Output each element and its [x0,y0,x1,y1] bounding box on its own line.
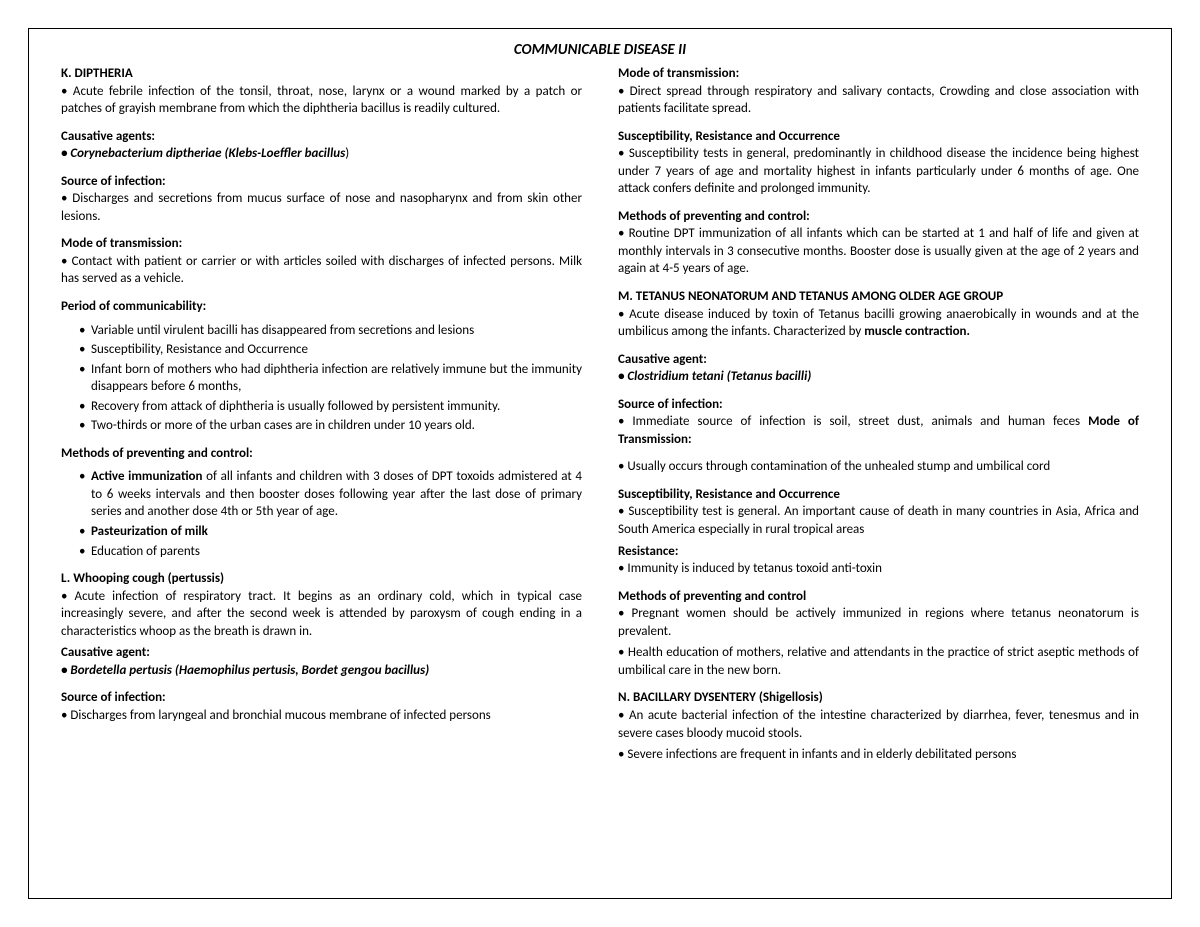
text-m-sro: • Susceptibility test is general. An imp… [618,503,1139,538]
heading-l-source: Source of infection: [61,689,582,707]
heading-l: L. Whooping cough (pertussis) [61,570,582,588]
heading-k-source: Source of infection: [61,173,582,191]
text-m-trans: • Usually occurs through contamination o… [618,458,1139,476]
text-n-desc1: • An acute bacterial infection of the in… [618,707,1139,742]
left-column: K. DIPTHERIA • Acute febrile infection o… [61,65,582,880]
document-page: COMMUNICABLE DISEASE II K. DIPTHERIA • A… [28,28,1172,899]
text-m-prev2: • Health education of mothers, relative … [618,644,1139,679]
list-k-prevent: •Active immunization of all infants and … [61,468,582,560]
list-item: •Two-thirds or more of the urban cases a… [79,417,582,435]
heading-k-mode: Mode of transmission: [61,235,582,253]
text-k-causative-close: ) [345,146,349,161]
text-active-immunization: Active immunization [91,469,203,484]
heading-k-prevent: Methods of preventing and control: [61,445,582,463]
right-column: Mode of transmission: • Direct spread th… [618,65,1139,880]
text-k-source: • Discharges and secretions from mucus s… [61,190,582,225]
list-k-period: •Variable until virulent bacilli has dis… [61,322,582,435]
heading-m-source: Source of infection: [618,396,1139,414]
list-item: •Infant born of mothers who had diphther… [79,361,582,396]
text-m-src-a: • Immediate source of infection is soil,… [618,414,1088,429]
text-l-causative: • Bordetella pertusis (Haemophilus pertu… [61,662,582,680]
heading-k: K. DIPTHERIA [61,65,582,83]
text-l-source: • Discharges from laryngeal and bronchia… [61,707,582,725]
page-title: COMMUNICABLE DISEASE II [61,41,1139,59]
list-item: •Susceptibility, Resistance and Occurren… [79,341,582,359]
text-k-mode: • Contact with patient or carrier or wit… [61,253,582,288]
list-item: •Recovery from attack of diphtheria is u… [79,398,582,416]
text-l-desc: • Acute infection of respiratory tract. … [61,588,582,641]
heading-sro: Susceptibility, Resistance and Occurrenc… [618,128,1139,146]
text-m-resistance: • Immunity is induced by tetanus toxoid … [618,560,1139,578]
heading-n: N. BACILLARY DYSENTERY (Shigellosis) [618,689,1139,707]
text-k-desc: • Acute febrile infection of the tonsil,… [61,83,582,118]
text-k-causative-agent: • Corynebacterium diptheriae (Klebs-Loef… [61,146,345,161]
list-item: •Pasteurization of milk [79,523,582,541]
text-k-causative: • Corynebacterium diptheriae (Klebs-Loef… [61,145,582,163]
heading-m: M. TETANUS NEONATORUM AND TETANUS AMONG … [618,288,1139,306]
text-m-desc-b: muscle contraction. [864,324,970,339]
heading-l-causative: Causative agent: [61,644,582,662]
list-item: •Variable until virulent bacilli has dis… [79,322,582,340]
list-item: •Education of parents [79,543,582,561]
heading-m-causative: Causative agent: [618,351,1139,369]
text-m-prev1: • Pregnant women should be actively immu… [618,605,1139,640]
text-m-source: • Immediate source of infection is soil,… [618,413,1139,448]
heading-m-sro: Susceptibility, Resistance and Occurrenc… [618,486,1139,504]
heading-k-causative: Causative agents: [61,128,582,146]
text-m-causative: • Clostridium tetani (Tetanus bacilli) [618,368,1139,386]
text-m-desc: • Acute disease induced by toxin of Teta… [618,306,1139,341]
heading-mode: Mode of transmission: [618,65,1139,83]
text-n-desc2: • Severe infections are frequent in infa… [618,746,1139,764]
text-mode: • Direct spread through respiratory and … [618,83,1139,118]
text-prev: • Routine DPT immunization of all infant… [618,225,1139,278]
text-sro: • Susceptibility tests in general, predo… [618,145,1139,198]
heading-m-resistance: Resistance: [618,543,1139,561]
heading-k-period: Period of communicability: [61,298,582,316]
two-column-layout: K. DIPTHERIA • Acute febrile infection o… [61,65,1139,880]
list-item: •Active immunization of all infants and … [79,468,582,521]
heading-m-prevent: Methods of preventing and control [618,588,1139,606]
heading-prev: Methods of preventing and control: [618,208,1139,226]
